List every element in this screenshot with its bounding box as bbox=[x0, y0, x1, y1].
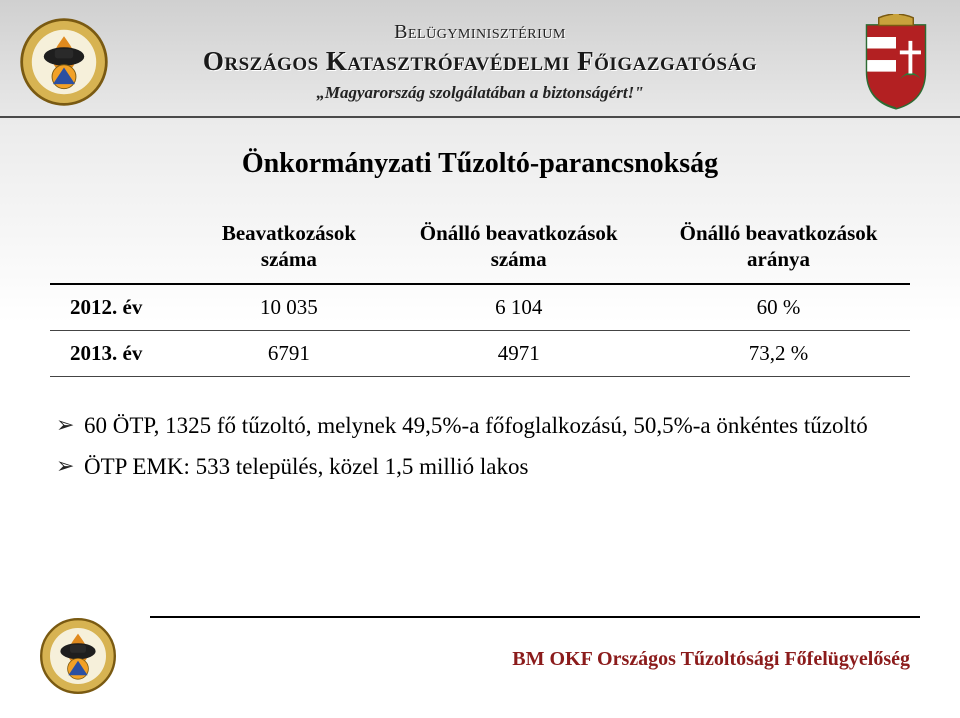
footer-emblem bbox=[38, 616, 118, 696]
col-header-independent-count: Önálló beavatkozások száma bbox=[390, 210, 647, 284]
coat-of-arms-icon bbox=[856, 14, 936, 110]
main-content: Önkormányzati Tűzoltó-parancsnokság Beav… bbox=[0, 118, 960, 483]
hungary-coat-of-arms bbox=[850, 16, 942, 108]
cell-value: 4971 bbox=[390, 330, 647, 376]
col-header-independent-ratio: Önálló beavatkozások aránya bbox=[647, 210, 910, 284]
cell-value: 10 035 bbox=[188, 284, 391, 331]
katasztrofavedelem-emblem bbox=[18, 16, 110, 108]
motto-text: „Magyarország szolgálatában a biztonságé… bbox=[118, 83, 842, 103]
table-header-row: Beavatkozások száma Önálló beavatkozások… bbox=[50, 210, 910, 284]
header-titles: Belügyminisztérium Országos Katasztrófav… bbox=[110, 21, 850, 103]
cell-value: 6 104 bbox=[390, 284, 647, 331]
footer-text: BM OKF Országos Tűzoltósági Főfelügyelős… bbox=[40, 648, 920, 671]
emblem-icon bbox=[18, 16, 110, 108]
col-header-interventions: Beavatkozások száma bbox=[188, 210, 391, 284]
table-row: 2012. év 10 035 6 104 60 % bbox=[50, 284, 910, 331]
ministry-name: Belügyminisztérium bbox=[118, 21, 842, 44]
emblem-icon bbox=[38, 616, 118, 696]
page-title: Önkormányzati Tűzoltó-parancsnokság bbox=[50, 148, 910, 180]
table-row: 2013. év 6791 4971 73,2 % bbox=[50, 330, 910, 376]
interventions-table: Beavatkozások száma Önálló beavatkozások… bbox=[50, 210, 910, 377]
list-item: ÖTP EMK: 533 település, közel 1,5 millió… bbox=[56, 450, 910, 483]
cell-value: 6791 bbox=[188, 330, 391, 376]
page-header: Belügyminisztérium Országos Katasztrófav… bbox=[0, 0, 960, 118]
cell-year: 2012. év bbox=[50, 284, 188, 331]
footer-rule bbox=[150, 616, 920, 618]
list-item: 60 ÖTP, 1325 fő tűzoltó, melynek 49,5%-a… bbox=[56, 409, 910, 442]
directorate-name: Országos Katasztrófavédelmi Főigazgatósá… bbox=[118, 46, 842, 77]
cell-year: 2013. év bbox=[50, 330, 188, 376]
cell-value: 60 % bbox=[647, 284, 910, 331]
bullet-list: 60 ÖTP, 1325 fő tűzoltó, melynek 49,5%-a… bbox=[50, 409, 910, 484]
col-header-year bbox=[50, 210, 188, 284]
cell-value: 73,2 % bbox=[647, 330, 910, 376]
page-footer: BM OKF Országos Tűzoltósági Főfelügyelős… bbox=[0, 616, 960, 706]
